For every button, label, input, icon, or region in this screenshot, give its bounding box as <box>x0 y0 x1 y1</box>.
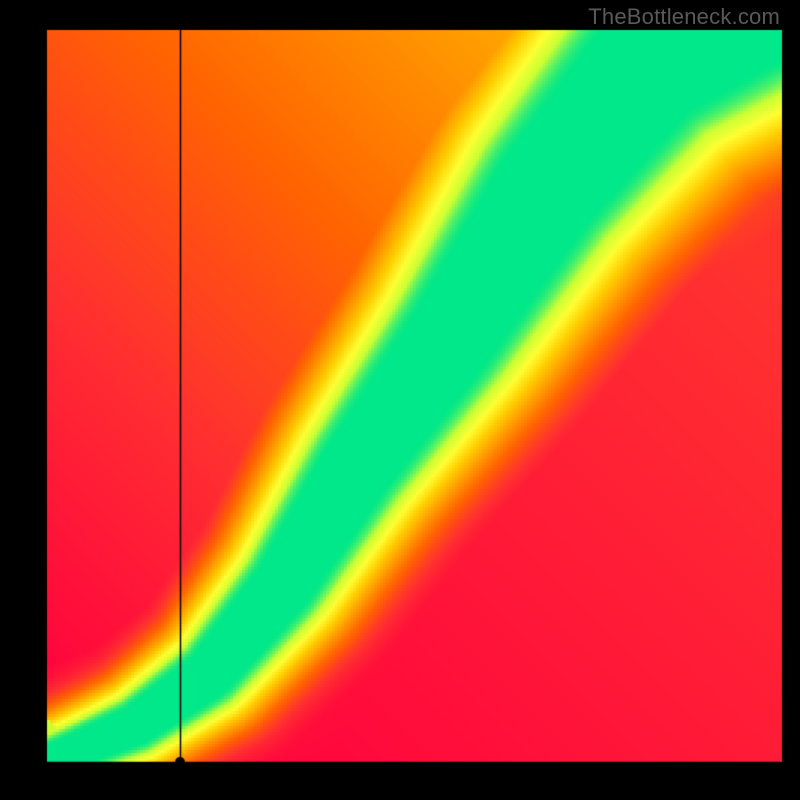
watermark-text: TheBottleneck.com <box>588 4 780 30</box>
heatmap-plot <box>0 0 800 800</box>
